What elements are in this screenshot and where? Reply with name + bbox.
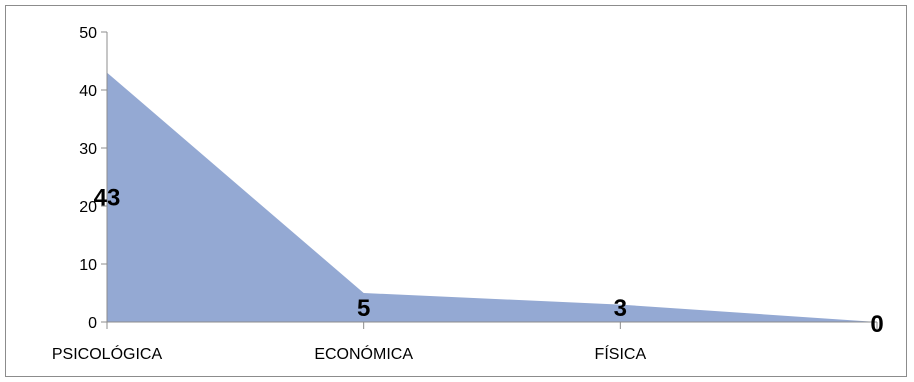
y-tick-label: 30 [79, 141, 97, 158]
y-tick-label: 10 [79, 257, 97, 274]
x-tick-label: FÍSICA [595, 344, 647, 363]
y-tick-label: 50 [79, 25, 97, 42]
data-label: 43 [94, 184, 121, 211]
data-label: 5 [357, 295, 370, 322]
x-tick-label: PSICOLÓGICA [52, 344, 163, 363]
y-tick-label: 0 [88, 315, 97, 332]
area-series-0 [107, 72, 877, 322]
data-label: 3 [614, 295, 627, 322]
y-tick-label: 40 [79, 83, 97, 100]
x-tick-label: ECONÓMICA [314, 344, 413, 363]
y-tick-label: 20 [79, 199, 97, 216]
data-label: 0 [870, 311, 883, 338]
